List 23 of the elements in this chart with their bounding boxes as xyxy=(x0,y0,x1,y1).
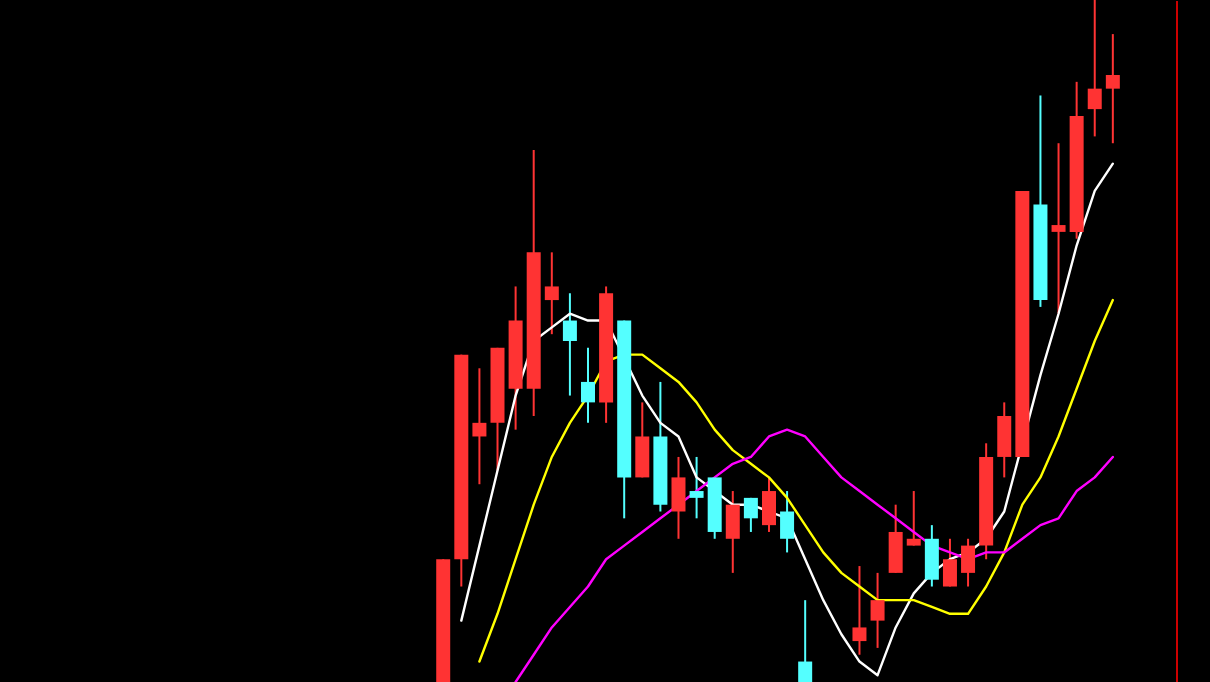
candlestick xyxy=(761,476,776,533)
candlestick xyxy=(1105,33,1120,145)
candlestick xyxy=(671,455,686,540)
candlestick xyxy=(888,503,903,574)
candlestick xyxy=(562,292,577,397)
candlestick xyxy=(798,599,813,682)
candlestick xyxy=(852,565,867,656)
candlestick xyxy=(780,490,795,554)
candlestick xyxy=(635,401,650,479)
candlestick xyxy=(924,524,939,588)
candlestick xyxy=(906,490,921,547)
candlestick xyxy=(1087,0,1102,138)
candlestick xyxy=(743,496,758,533)
candlestick xyxy=(1051,142,1066,315)
candlestick xyxy=(544,251,559,336)
candlestick xyxy=(870,571,885,649)
candlestick xyxy=(581,346,595,424)
candlestick xyxy=(472,367,487,486)
candlestick xyxy=(942,537,957,588)
candlestick xyxy=(997,401,1012,479)
candlestick xyxy=(689,455,704,520)
candlestick xyxy=(725,490,740,574)
candlestick xyxy=(961,537,976,588)
